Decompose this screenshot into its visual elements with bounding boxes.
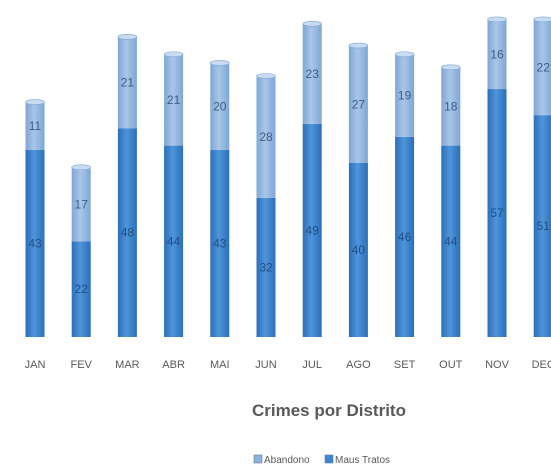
- data-label-maus-tratos-jul: 49: [306, 223, 320, 237]
- bar-maus-tratos-jul: [302, 123, 322, 337]
- bar-abandono-nov: [487, 19, 507, 90]
- x-tick-label-set: SET: [394, 359, 416, 371]
- chart-title: Crimes por Distrito: [252, 401, 406, 420]
- data-label-maus-tratos-set: 46: [398, 230, 412, 244]
- bar-maus-tratos-out: [441, 145, 461, 337]
- data-label-abandono-abr: 21: [167, 93, 181, 107]
- legend-label-abandono: Abandono: [264, 455, 310, 466]
- bar-cap-dec: [533, 16, 551, 23]
- bar-maus-tratos-mar: [117, 128, 137, 337]
- bar-abandono-mai: [210, 62, 230, 150]
- data-label-maus-tratos-fev: 22: [75, 282, 89, 296]
- x-axis-labels: JAN FEV MAR ABR MAI JUN JUL AGO SET OUT NOV DEC: [25, 359, 551, 371]
- bar-cap-out: [440, 64, 461, 71]
- data-label-maus-tratos-mai: 43: [213, 236, 227, 250]
- bar-abandono-dec: [533, 19, 551, 116]
- x-tick-label-ago: AGO: [346, 359, 371, 371]
- bar-abandono-abr: [164, 54, 184, 146]
- x-tick-label-nov: NOV: [485, 359, 510, 371]
- data-label-maus-tratos-dec: 51: [537, 219, 551, 233]
- data-label-abandono-out: 18: [444, 99, 458, 113]
- data-label-maus-tratos-ago: 40: [352, 243, 366, 257]
- bar-maus-tratos-set: [395, 136, 415, 337]
- bar-maus-tratos-fev: [71, 241, 91, 337]
- bar-maus-tratos-nov: [487, 89, 507, 337]
- data-label-abandono-jan: 11: [29, 119, 42, 133]
- x-tick-label-dec: DEC: [532, 359, 551, 371]
- bar-cap-jul: [302, 20, 323, 27]
- bar-cap-jan: [25, 99, 45, 105]
- legend-label-maus-tratos: Maus Tratos: [335, 455, 390, 466]
- data-label-maus-tratos-mar: 48: [121, 226, 135, 240]
- data-label-maus-tratos-nov: 57: [490, 206, 504, 220]
- bar-cap-abr: [163, 51, 184, 58]
- bar-maus-tratos-ago: [348, 163, 368, 337]
- data-label-abandono-mar: 21: [121, 76, 135, 90]
- legend: Abandono Maus Tratos: [253, 454, 390, 466]
- data-label-abandono-fev: 17: [75, 197, 89, 211]
- bar-cap-mai: [210, 60, 230, 66]
- data-label-maus-tratos-abr: 44: [167, 234, 181, 248]
- x-tick-label-fev: FEV: [70, 359, 92, 371]
- bar-maus-tratos-jun: [256, 197, 276, 337]
- data-label-abandono-dec: 22: [537, 60, 551, 74]
- data-label-abandono-ago: 27: [352, 97, 366, 111]
- bar-cap-fev: [71, 164, 91, 171]
- bar-maus-tratos-mai: [210, 149, 230, 337]
- bar-abandono-jul: [302, 23, 322, 124]
- bar-maus-tratos-dec: [533, 115, 551, 338]
- bar-abandono-jun: [256, 76, 276, 198]
- bar-abandono-fev: [71, 167, 91, 242]
- bar-abandono-ago: [348, 45, 368, 163]
- bar-abandono-set: [395, 54, 415, 137]
- bar-abandono-mar: [117, 36, 137, 129]
- data-label-maus-tratos-jun: 32: [259, 260, 273, 274]
- x-tick-label-abr: ABR: [162, 359, 185, 371]
- data-label-abandono-nov: 16: [490, 47, 504, 61]
- data-label-abandono-mai: 20: [213, 99, 227, 113]
- data-label-abandono-set: 19: [398, 89, 412, 103]
- bars-group: 43 11 22 17 48 21 44 21 43 20 32 28 49 23 40 27 46 19 44 18…: [25, 16, 551, 338]
- bar-cap-ago: [348, 42, 369, 49]
- bar-cap-set: [394, 51, 415, 58]
- legend-swatch-abandono: [253, 454, 263, 464]
- x-tick-label-jan: JAN: [25, 359, 46, 371]
- x-tick-label-mai: MAI: [210, 359, 230, 371]
- bar-cap-mar: [117, 34, 138, 40]
- x-tick-label-jun: JUN: [255, 359, 276, 371]
- data-label-maus-tratos-out: 44: [444, 234, 458, 248]
- legend-swatch-maus-tratos: [324, 454, 334, 464]
- bar-abandono-jan: [25, 102, 45, 150]
- bar-abandono-out: [441, 67, 461, 146]
- data-label-maus-tratos-jan: 43: [28, 236, 42, 250]
- bar-maus-tratos-jan: [25, 149, 45, 337]
- x-tick-label-out: OUT: [439, 359, 463, 371]
- bar-maus-tratos-abr: [164, 145, 184, 337]
- bar-cap-jun: [256, 73, 276, 79]
- bar-cap-nov: [487, 16, 507, 23]
- data-label-abandono-jul: 23: [306, 67, 320, 81]
- data-label-abandono-jun: 28: [259, 130, 273, 144]
- x-tick-label-mar: MAR: [115, 359, 140, 371]
- x-tick-label-jul: JUL: [302, 359, 322, 371]
